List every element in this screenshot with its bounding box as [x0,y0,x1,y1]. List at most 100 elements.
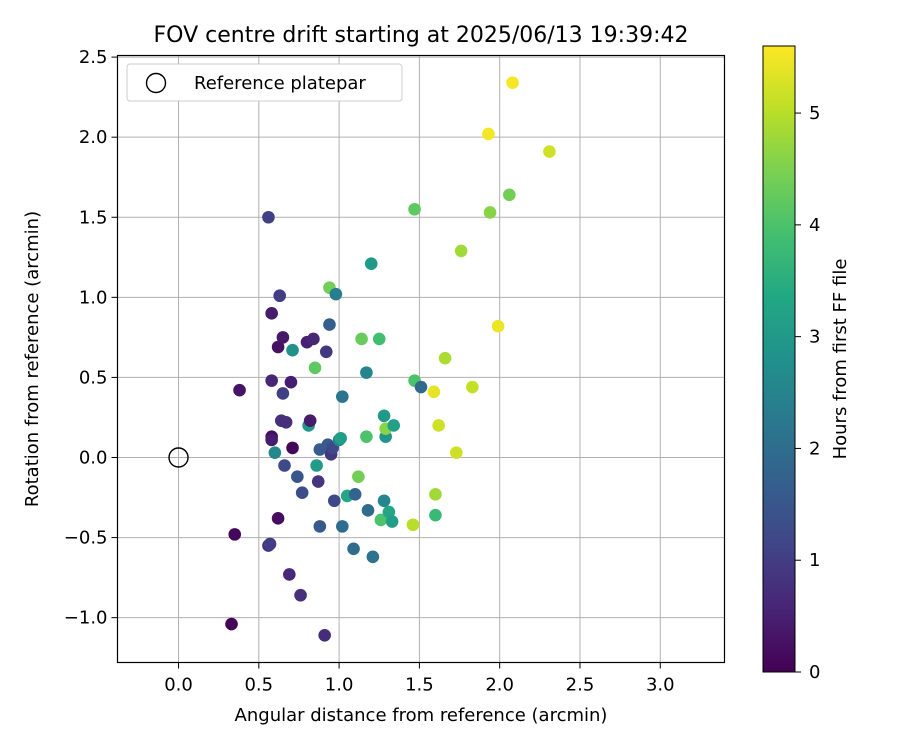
y-tick-label: 0.0 [79,447,108,468]
data-point [283,568,296,581]
reference-layer [168,447,189,468]
data-point [294,588,307,602]
x-tick-label: 1.5 [405,675,434,696]
y-tick-label: −1.0 [64,608,108,629]
data-point [295,486,309,500]
colorbar-gradient [762,45,796,673]
data-point [278,459,291,472]
data-point [432,419,445,432]
data-point [225,617,238,631]
data-point [329,287,343,301]
data-point [466,380,479,394]
data-point [307,332,320,346]
y-tick-label: 1.0 [79,287,108,308]
data-point [352,470,365,484]
data-point [454,244,468,258]
data-point [265,433,278,447]
data-point [438,351,452,365]
data-point [364,257,378,271]
legend-reference-marker [145,72,167,94]
data-point [313,520,327,533]
data-point [263,537,277,551]
x-tick-label: 1.0 [325,675,354,696]
data-point [429,508,442,522]
data-point [374,513,388,527]
data-point [385,515,399,528]
data-point [308,361,322,375]
data-point [503,188,516,202]
data-point [482,127,495,141]
data-point [303,414,317,427]
data-point [291,470,304,484]
y-tick-label: −0.5 [64,528,108,549]
data-point [286,441,299,455]
data-point [427,385,441,399]
grid [117,55,725,663]
legend: Reference platepar [126,63,403,102]
data-point [323,318,336,331]
data-point [414,380,428,394]
data-point [228,528,242,541]
data-point [372,332,386,346]
data-point [348,488,362,501]
data-point [327,494,341,508]
x-tick-label: 3.0 [646,675,675,696]
data-point [483,206,497,219]
colorbar: 0 1 2 3 4 5 Hours from first FF file [762,45,851,683]
data-points [225,76,556,642]
colorbar-label: Hours from first FF file [830,259,851,460]
x-tick-label: 0.5 [244,675,273,696]
data-point [491,319,505,333]
data-point [382,505,396,519]
colorbar-tick-label: 5 [809,103,820,124]
data-point [276,331,290,344]
data-point [311,475,325,488]
chart-title: FOV centre drift starting at 2025/06/13 … [154,23,689,48]
data-point [377,494,391,508]
data-point [310,459,323,472]
legend-label: Reference platepar [194,73,366,94]
data-point [284,375,298,389]
colorbar-ticks: 0 1 2 3 4 5 [795,103,820,683]
data-point [273,289,286,303]
data-point [318,628,331,642]
data-point [265,307,278,320]
reference-marker [168,447,189,468]
data-point [262,210,275,224]
data-point [336,390,349,403]
data-point [279,415,293,429]
y-tick-label: 2.0 [79,127,108,148]
colorbar-tick-label: 3 [809,327,820,348]
data-point [233,383,246,397]
data-point [506,76,519,90]
legend-box [126,63,403,102]
x-tick-label: 2.5 [566,675,595,696]
data-point [406,518,420,532]
plot-frame [116,54,726,664]
colorbar-tick-label: 4 [809,215,820,236]
y-tick-label: 2.5 [79,47,108,68]
y-tick-label: 1.5 [79,207,108,228]
data-point [355,332,368,346]
data-point [271,512,285,525]
colorbar-tick-label: 1 [809,550,820,571]
data-point [408,202,421,216]
data-point [361,504,375,517]
data-point [271,340,285,354]
data-point [268,446,282,459]
y-axis-label: Rotation from reference (arcmin) [22,211,43,507]
data-point [336,520,349,533]
data-point [377,409,391,423]
data-point [360,366,373,379]
data-point [265,374,278,387]
data-point [450,446,463,459]
y-axis-ticks: −1.0 −0.5 0.0 0.5 1.0 1.5 2.0 2.5 [64,47,118,629]
data-point [360,430,373,443]
colorbar-tick-label: 0 [809,662,820,683]
data-point [286,343,299,357]
x-axis-label: Angular distance from reference (arcmin) [235,705,608,726]
y-tick-label: 0.5 [79,367,108,388]
data-point [319,345,333,359]
data-point [334,431,348,445]
